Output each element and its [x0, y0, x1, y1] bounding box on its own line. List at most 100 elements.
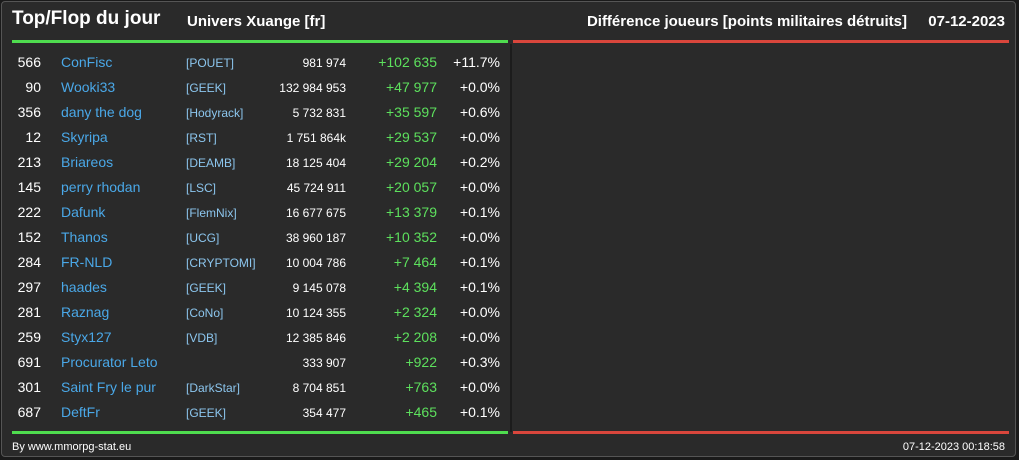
player-rank: 213 — [17, 154, 41, 170]
player-rank: 222 — [17, 204, 41, 220]
table-row: 281 Raznag [CoNo] 10 124 355 +2 324 +0.0% — [12, 299, 508, 324]
player-points: 1 751 864k — [286, 131, 346, 145]
points-difference: +29 204 — [386, 154, 437, 170]
alliance-tag-link[interactable]: [FlemNix] — [186, 206, 237, 220]
points-difference: +763 — [405, 379, 437, 395]
points-difference: +2 208 — [393, 329, 437, 345]
player-name-link[interactable]: DeftFr — [61, 404, 100, 420]
player-name-link[interactable]: Briareos — [61, 154, 114, 170]
player-points: 18 125 404 — [285, 156, 346, 170]
player-rank: 145 — [17, 179, 41, 195]
points-difference: +922 — [405, 354, 437, 370]
player-name-link[interactable]: Raznag — [61, 304, 110, 320]
alliance-tag-link[interactable]: [POUET] — [186, 56, 235, 70]
player-points: 8 704 851 — [292, 381, 346, 395]
table-row: 566 ConFisc [POUET] 981 974 +102 635 +11.7% — [12, 49, 508, 74]
player-name-link[interactable]: dany the dog — [61, 104, 142, 120]
percent-change: +0.0% — [459, 304, 500, 320]
percent-change: +0.0% — [459, 379, 500, 395]
points-difference: +10 352 — [386, 229, 437, 245]
player-points: 354 477 — [302, 406, 346, 420]
points-difference: +47 977 — [386, 79, 437, 95]
generated-timestamp: 07-12-2023 00:18:58 — [902, 441, 1005, 453]
player-rank: 12 — [25, 129, 41, 145]
player-name-link[interactable]: Dafunk — [61, 204, 106, 220]
alliance-tag-link[interactable]: [CoNo] — [186, 306, 224, 320]
player-name-link[interactable]: Procurator Leto — [61, 354, 158, 370]
player-points: 10 004 786 — [285, 256, 346, 270]
player-points: 38 960 187 — [285, 231, 346, 245]
flop-bar — [513, 40, 1009, 43]
player-points: 5 732 831 — [292, 106, 346, 120]
player-name-link[interactable]: FR-NLD — [61, 254, 113, 270]
player-points: 333 907 — [302, 356, 346, 370]
table-row: 301 Saint Fry le pur [DarkStar] 8 704 851 +7… — [12, 374, 508, 399]
points-difference: +2 324 — [393, 304, 437, 320]
player-points: 10 124 355 — [285, 306, 346, 320]
header-date: 07-12-2023 — [928, 13, 1005, 30]
table-row: 152 Thanos [UCG] 38 960 187 +10 352 +0.0% — [12, 224, 508, 249]
universe-label: Univers Xuange [fr] — [187, 13, 326, 30]
percent-change: +0.1% — [459, 204, 500, 220]
percent-change: +0.0% — [459, 129, 500, 145]
percent-change: +0.6% — [459, 104, 500, 120]
player-rank: 284 — [17, 254, 41, 270]
player-name-link[interactable]: Styx127 — [61, 329, 112, 345]
table-row: 213 Briareos [DEAMB] 18 125 404 +29 204 +0.2% — [12, 149, 508, 174]
table-row: 687 DeftFr [GEEK] 354 477 +465 +0.1% — [12, 399, 508, 424]
top-bar — [12, 40, 508, 43]
percent-change: +0.1% — [459, 254, 500, 270]
table-row: 356 dany the dog [Hodyrack] 5 732 831 +35 59… — [12, 99, 508, 124]
alliance-tag-link[interactable]: [GEEK] — [186, 406, 227, 420]
points-difference: +465 — [405, 404, 437, 420]
player-rank: 281 — [17, 304, 41, 320]
table-row: 90 Wooki33 [GEEK] 132 984 953 +47 977 +0.0% — [12, 74, 508, 99]
table-row: 297 haades [GEEK] 9 145 078 +4 394 +0.1% — [12, 274, 508, 299]
player-name-link[interactable]: Skyripa — [61, 129, 108, 145]
player-points: 16 677 675 — [285, 206, 346, 220]
alliance-tag-link[interactable]: [UCG] — [186, 231, 220, 245]
percent-change: +0.3% — [459, 354, 500, 370]
player-points: 981 974 — [302, 56, 346, 70]
player-points: 9 145 078 — [292, 281, 346, 295]
alliance-tag-link[interactable]: [DEAMB] — [186, 156, 236, 170]
top-gainers-table: 566 ConFisc [POUET] 981 974 +102 635 +11.7% 90… — [12, 49, 508, 424]
player-points: 132 984 953 — [279, 81, 346, 95]
player-name-link[interactable]: ConFisc — [61, 54, 113, 70]
table-row: 222 Dafunk [FlemNix] 16 677 675 +13 379 +0.1% — [12, 199, 508, 224]
site-credit: By www.mmorpg-stat.eu — [12, 441, 132, 453]
player-name-link[interactable]: Thanos — [61, 229, 108, 245]
panel-title: Top/Flop du jour — [12, 8, 161, 29]
percent-change: +0.0% — [459, 229, 500, 245]
player-rank: 152 — [17, 229, 41, 245]
alliance-tag-link[interactable]: [LSC] — [186, 181, 217, 195]
player-points: 45 724 911 — [286, 181, 346, 195]
player-name-link[interactable]: haades — [61, 279, 107, 295]
percent-change: +0.2% — [459, 154, 500, 170]
alliance-tag-link[interactable]: [GEEK] — [186, 281, 227, 295]
alliance-tag-link[interactable]: [DarkStar] — [186, 381, 241, 395]
player-name-link[interactable]: Saint Fry le pur — [61, 379, 156, 395]
table-row: 284 FR-NLD [CRYPTOMI] 10 004 786 +7 464 +0.1% — [12, 249, 508, 274]
table-row: 145 perry rhodan [LSC] 45 724 911 +20 057 +0.… — [12, 174, 508, 199]
points-difference: +29 537 — [386, 129, 437, 145]
player-points: 12 385 846 — [285, 331, 346, 345]
player-name-link[interactable]: perry rhodan — [61, 179, 141, 195]
points-difference: +102 635 — [378, 54, 437, 70]
player-rank: 687 — [17, 404, 41, 420]
alliance-tag-link[interactable]: [Hodyrack] — [186, 106, 244, 120]
points-difference: +7 464 — [393, 254, 437, 270]
alliance-tag-link[interactable]: [GEEK] — [186, 81, 227, 95]
player-name-link[interactable]: Wooki33 — [61, 79, 116, 95]
percent-change: +0.1% — [459, 279, 500, 295]
top-bar-bottom — [12, 431, 508, 434]
player-rank: 297 — [17, 279, 41, 295]
percent-change: +0.0% — [459, 179, 500, 195]
alliance-tag-link[interactable]: [VDB] — [186, 331, 218, 345]
player-rank: 301 — [17, 379, 41, 395]
flop-bar-bottom — [513, 431, 1009, 434]
alliance-tag-link[interactable]: [RST] — [186, 131, 217, 145]
alliance-tag-link[interactable]: [CRYPTOMI] — [186, 256, 256, 270]
player-rank: 356 — [17, 104, 41, 120]
